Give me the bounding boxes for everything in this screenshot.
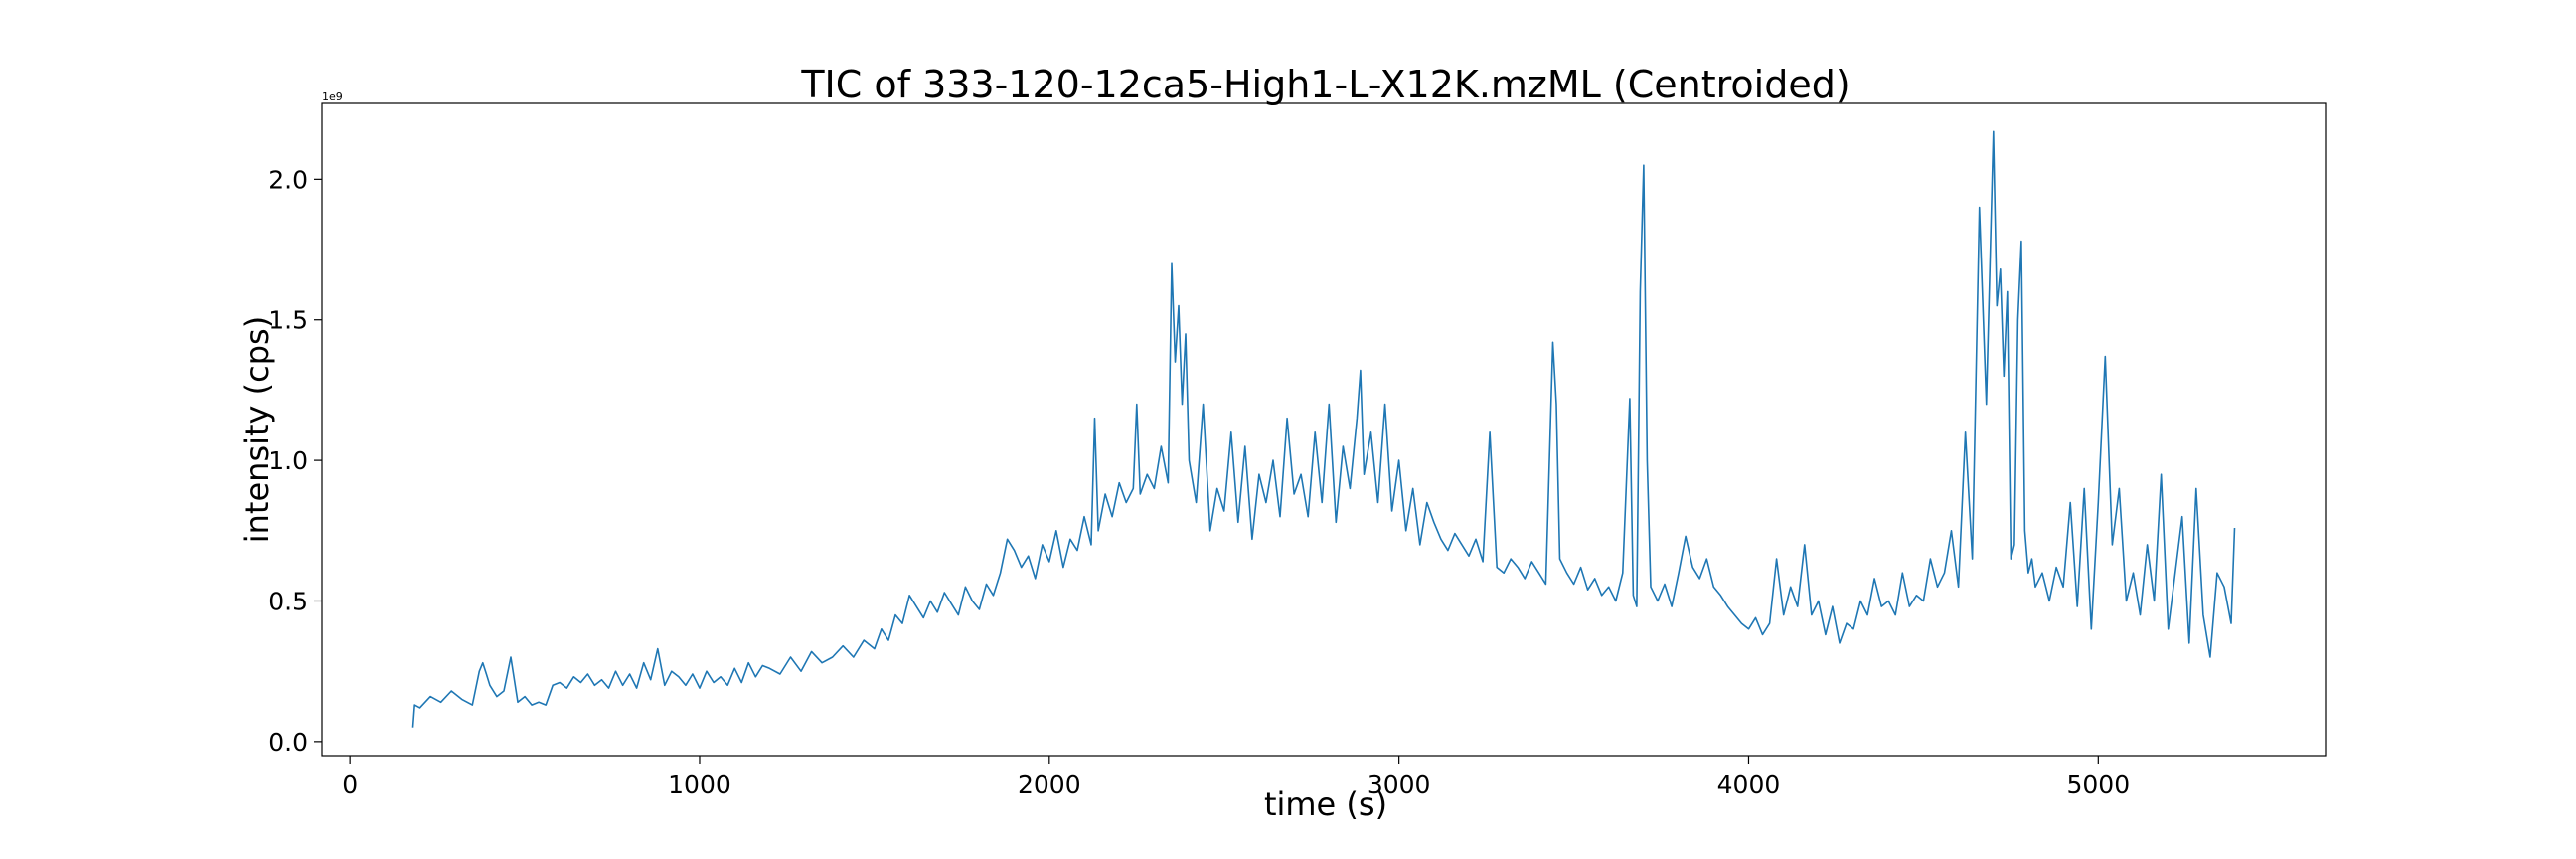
y-tick-label: 0.5	[268, 587, 308, 615]
y-tick-label: 1.0	[268, 446, 308, 475]
x-axis-ticks: 0 1000 2000 3000 4000 5000	[342, 756, 2130, 799]
y-tick-label: 1.5	[268, 306, 308, 335]
y-axis-offset-label: 1e9	[322, 90, 343, 103]
x-tick-label: 2000	[1018, 771, 1081, 799]
x-tick-label: 4000	[1717, 771, 1781, 799]
y-tick-label: 0.0	[268, 728, 308, 757]
y-tick-label: 2.0	[268, 165, 308, 194]
x-tick-label: 5000	[2066, 771, 2130, 799]
tic-series-line	[411, 130, 2236, 728]
plot-frame	[321, 102, 2327, 757]
x-tick-label: 1000	[668, 771, 731, 799]
x-tick-label: 0	[342, 771, 358, 799]
chart-title: TIC of 333-120-12ca5-High1-L-X12K.mzML (…	[800, 63, 1850, 106]
x-axis-label: time (s)	[1264, 785, 1387, 823]
y-axis-ticks: 0.0 0.5 1.0 1.5 2.0	[268, 165, 322, 757]
y-axis-label: intensity (cps)	[239, 316, 276, 543]
x-tick-label: 3000	[1368, 771, 1431, 799]
